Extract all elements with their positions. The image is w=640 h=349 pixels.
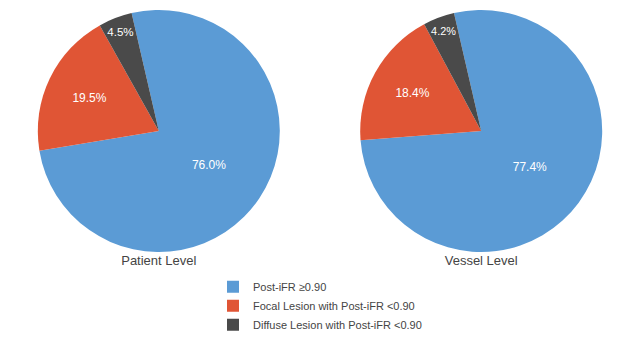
- svg-text:Vessel Level: Vessel Level: [445, 253, 518, 268]
- svg-text:Focal Lesion with Post-iFR <0.: Focal Lesion with Post-iFR <0.90: [253, 300, 415, 312]
- svg-text:76.0%: 76.0%: [192, 158, 226, 172]
- svg-text:19.5%: 19.5%: [72, 91, 106, 105]
- svg-text:Patient Level: Patient Level: [121, 253, 196, 268]
- svg-text:4.2%: 4.2%: [431, 25, 456, 37]
- svg-text:77.4%: 77.4%: [513, 160, 547, 174]
- svg-text:Post-iFR ≥0.90: Post-iFR ≥0.90: [253, 281, 326, 293]
- svg-text:18.4%: 18.4%: [395, 86, 429, 100]
- svg-text:Diffuse Lesion with Post-iFR <: Diffuse Lesion with Post-iFR <0.90: [253, 319, 422, 331]
- svg-text:4.5%: 4.5%: [107, 26, 133, 38]
